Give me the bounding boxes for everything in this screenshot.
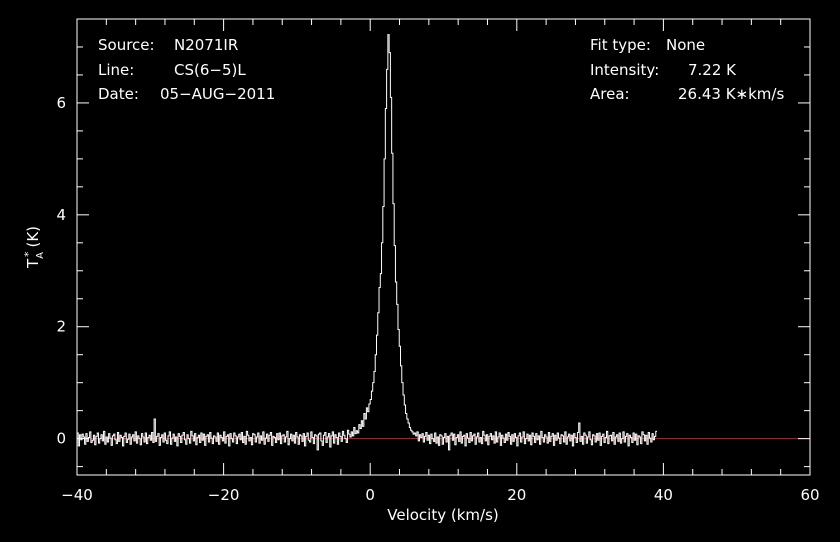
svg-text:TA*(K): TA* (K) [22,226,46,269]
plot-frame [76,18,811,476]
y-tick-label: 4 [56,206,66,224]
source-label: Source: [98,36,155,54]
y-axis-label: TA* (K) [22,226,46,269]
y-tick-label: 6 [56,94,66,112]
x-tick-label: −20 [208,486,240,504]
line-value: CS(6−5)L [174,61,246,79]
x-tick-label: 20 [507,486,526,504]
line-label: Line: [98,61,135,79]
y-tick-label: 2 [56,318,66,336]
intensity-label: Intensity: [590,61,660,79]
x-tick-label: −40 [61,486,93,504]
spectrum-series-line [77,34,658,451]
area-value: 26.43 K∗km/s [678,85,785,103]
source-value: N2071IR [174,36,239,54]
x-tick-label: 40 [654,486,673,504]
y-axis-ticks: 0 2 4 6 [56,46,810,468]
x-axis-ticks: −40 −20 0 20 40 60 [61,19,820,504]
intensity-value: 7.22 K [688,61,737,79]
date-label: Date: [98,85,139,103]
y-tick-label: 0 [56,430,66,448]
fit-type-label: Fit type: [590,36,651,54]
date-value: 05−AUG−2011 [160,85,276,103]
area-label: Area: [590,85,630,103]
y-axis-label-unit: (K) [24,226,42,248]
y-axis-label-sub: A [35,252,46,259]
x-axis-label: Velocity (km/s) [387,506,498,524]
y-axis-label-main: T [24,258,42,269]
y-axis-label-sup: * [22,251,35,257]
x-tick-label: 60 [800,486,819,504]
fit-type-value: None [666,36,706,54]
x-tick-label: 0 [365,486,375,504]
